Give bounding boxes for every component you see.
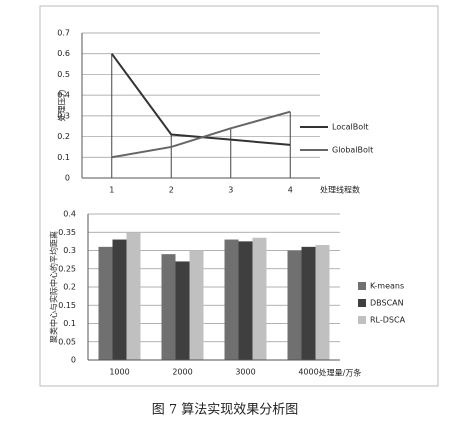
y-axis-label: 聚类中心与实际中心的平均距离 [49,231,59,343]
bar [161,254,176,360]
bar [112,239,127,360]
y-tick-label: 0.25 [58,264,76,273]
legend-swatch [358,299,366,307]
y-tick-label: 0.35 [58,228,76,237]
legend-label: K-means [370,282,404,291]
legend-label: GlobalBolt [332,146,373,155]
y-tick-label: 0.15 [58,301,76,310]
x-tick-label: 3 [228,186,233,195]
x-tick-label: 2000 [172,368,192,377]
y-tick-label: 0 [71,356,76,365]
bar [126,232,141,360]
x-tick-label: 1000 [109,368,129,377]
series-line [110,53,291,146]
x-tick-label: 2 [169,186,174,195]
x-tick-label: 3000 [235,368,255,377]
bar [224,239,239,360]
y-tick-label: 0.2 [63,283,76,292]
bar [238,241,253,360]
caption: 图 7 算法实现效果分析图 [152,403,299,418]
bar [287,250,302,360]
y-tick-label: 0 [65,174,70,183]
y-tick-label: 0.05 [58,337,76,346]
y-tick-label: 0.1 [63,319,76,328]
y-tick-label: 0.3 [57,111,70,120]
legend-swatch [358,282,366,290]
legend-label: LocalBolt [332,123,368,132]
x-tick-label: 1 [109,186,114,195]
bar [301,246,316,360]
legend-swatch [358,316,366,324]
bar [98,246,113,360]
x-axis-label: 处理量/万条 [319,368,362,378]
figure-frame [39,5,439,387]
x-axis-label: 处理线程数 [320,185,360,195]
series-line [111,110,291,159]
y-tick-label: 0.4 [63,210,76,219]
bar [315,245,330,360]
x-tick-label: 4000 [298,368,318,377]
y-axis-label: 处理压力 [57,90,67,122]
legend-label: RL-DSCA [370,316,406,325]
y-tick-label: 0.6 [57,49,70,58]
y-tick-label: 0.7 [57,29,70,38]
x-tick-label: 4 [288,186,293,195]
y-tick-label: 0.5 [57,70,70,79]
y-tick-label: 0.3 [63,246,76,255]
bar [252,237,267,360]
y-tick-label: 0.1 [57,153,70,162]
y-tick-label: 0.4 [57,91,70,100]
bar [175,261,190,360]
bar [189,250,204,360]
legend-label: DBSCAN [370,299,404,308]
y-tick-label: 0.2 [57,132,70,141]
